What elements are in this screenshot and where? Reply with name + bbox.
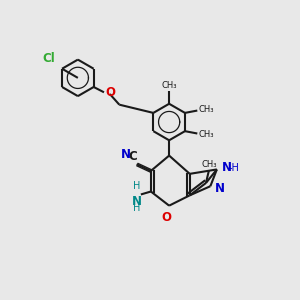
Text: H: H <box>134 203 141 213</box>
Text: O: O <box>105 86 116 99</box>
Text: N: N <box>121 148 131 161</box>
Text: O: O <box>161 211 171 224</box>
Text: N: N <box>222 160 232 174</box>
Text: -H: -H <box>228 163 239 173</box>
Text: N: N <box>215 182 225 195</box>
Text: CH₃: CH₃ <box>199 130 214 139</box>
Text: CH₃: CH₃ <box>199 105 214 114</box>
Text: CH₃: CH₃ <box>161 81 177 90</box>
Text: CH₃: CH₃ <box>201 160 217 169</box>
Text: N: N <box>132 195 142 208</box>
Text: Cl: Cl <box>43 52 56 65</box>
Text: C: C <box>128 150 137 163</box>
Text: H: H <box>134 181 141 190</box>
